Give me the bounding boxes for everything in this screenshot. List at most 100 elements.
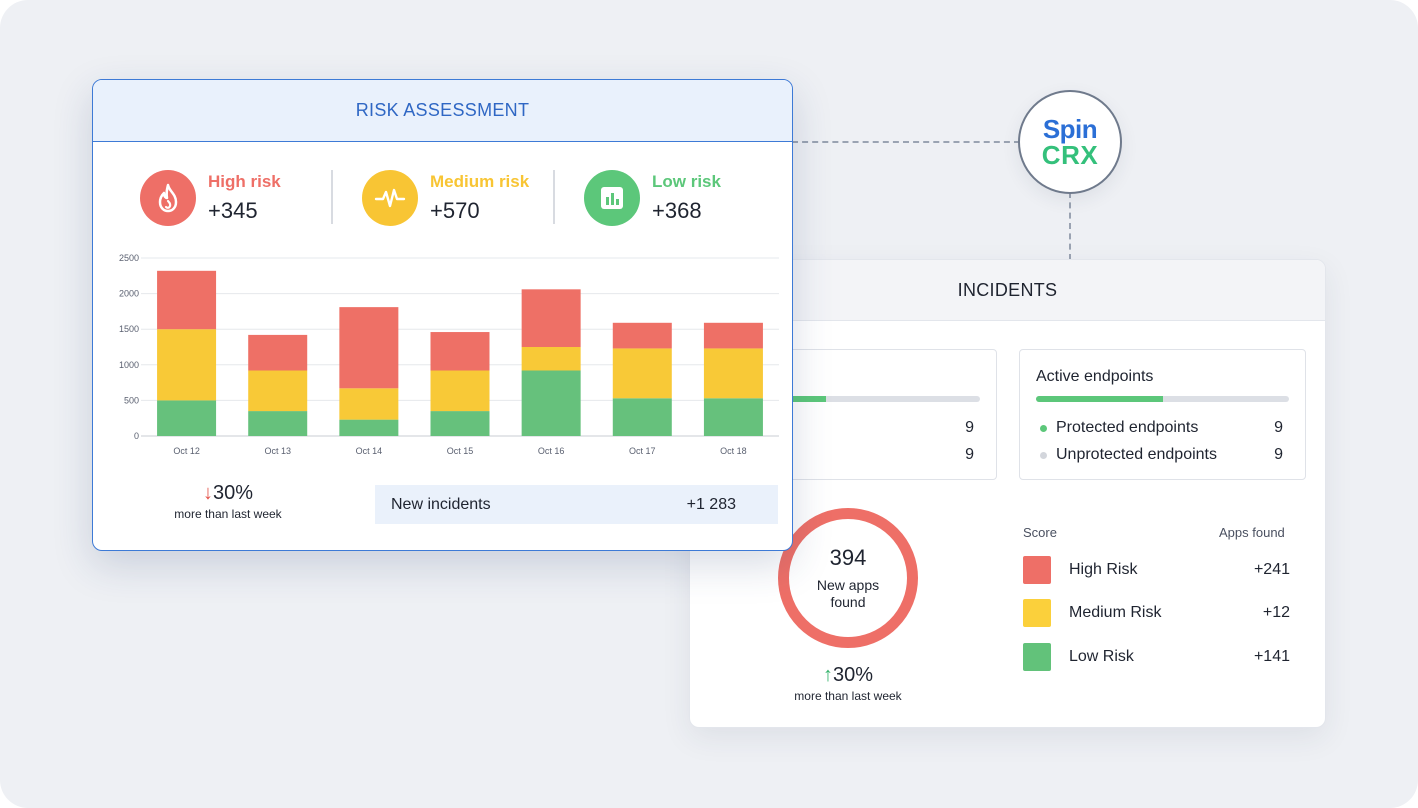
- low-risk-stat[interactable]: Low risk +368: [584, 169, 721, 227]
- new-incidents-bar[interactable]: New incidents +1 283: [375, 485, 778, 524]
- x-tick-label: Oct 12: [173, 446, 200, 456]
- high-risk-label: High Risk: [1069, 561, 1138, 578]
- spincrx-logo: Spin CRX: [1018, 90, 1122, 194]
- pulse-icon: [362, 170, 418, 226]
- medium-risk-value: +12: [1262, 604, 1290, 621]
- medium-risk-swatch: [1023, 599, 1051, 627]
- bar-segment: [703, 398, 763, 436]
- low-risk-value: +141: [1253, 648, 1290, 665]
- x-tick-label: Oct 15: [447, 446, 474, 456]
- stat-divider: [331, 170, 333, 224]
- x-tick-label: Oct 17: [629, 446, 656, 456]
- bar-segment: [157, 400, 217, 436]
- risk-trend-percent: 30%: [212, 482, 254, 504]
- new-apps-number: 394: [829, 545, 867, 570]
- risk-trend: ↓30% more than last week: [153, 482, 303, 521]
- high-risk-stat[interactable]: High risk +345: [140, 169, 281, 227]
- incidents-header: INCIDENTS: [690, 260, 1325, 321]
- bar-segment: [612, 398, 672, 436]
- risk-assessment-header: RISK ASSESSMENT: [93, 80, 792, 142]
- protected-endpoints-row: Protected endpoints 9: [1040, 417, 1283, 439]
- endpoints-progress-track: [1036, 396, 1289, 402]
- bar-segment: [248, 334, 308, 371]
- arrow-up-icon: ↑: [822, 664, 833, 686]
- high-risk-value: +241: [1253, 561, 1290, 578]
- bar-chart-icon: [584, 170, 640, 226]
- incidents-title: INCIDENTS: [957, 279, 1058, 300]
- y-tick-label: 0: [134, 431, 139, 441]
- new-incidents-label: New incidents: [391, 495, 491, 513]
- bar-segment: [339, 419, 399, 436]
- y-tick-label: 1000: [119, 360, 139, 370]
- bar-segment: [248, 370, 308, 412]
- bar-segment: [157, 270, 217, 330]
- unprotected-endpoints-value: 9: [1274, 446, 1283, 463]
- risk-assessment-card: RISK ASSESSMENT High risk +345: [92, 79, 793, 551]
- y-tick-label: 2500: [119, 253, 139, 263]
- low-risk-swatch: [1023, 643, 1051, 671]
- x-tick-label: Oct 18: [720, 446, 747, 456]
- risk-bar-chart: 0 500 1000 1500 2000 2500 Oct 12 Oct 13 Oct 14 Oc…: [119, 253, 779, 456]
- bar-segment: [703, 348, 763, 399]
- risk-assessment-title: RISK ASSESSMENT: [355, 100, 530, 120]
- score-header: Score: [1023, 525, 1057, 540]
- score-row-high: High Risk +241: [1023, 556, 1290, 584]
- bar-segment: [248, 411, 308, 436]
- x-tick-label: Oct 13: [264, 446, 291, 456]
- fire-icon: [140, 170, 196, 226]
- apps-found-header: Apps found: [1219, 525, 1285, 540]
- bar-segment: [430, 411, 490, 436]
- medium-risk-label: Medium Risk: [1069, 604, 1162, 621]
- bar-segment: [157, 329, 217, 401]
- unprotected-endpoints-label: Unprotected endpoints: [1056, 446, 1217, 463]
- bar-segment: [339, 388, 399, 420]
- unprotected-dot-icon: [1040, 451, 1047, 459]
- protected-endpoints-value: 9: [1274, 419, 1283, 436]
- bar-segment: [430, 370, 490, 412]
- x-tick-label: Oct 16: [538, 446, 565, 456]
- high-risk-value: +345: [208, 198, 258, 223]
- bar-segment: [521, 289, 581, 347]
- bar-segment: [703, 322, 763, 349]
- bar-segment: [521, 347, 581, 371]
- apps-trend-caption: more than last week: [794, 689, 902, 703]
- low-risk-label: Low risk: [652, 172, 721, 191]
- bar-segment: [521, 370, 581, 436]
- low-risk-label: Low Risk: [1069, 648, 1134, 665]
- low-risk-value: +368: [652, 198, 702, 223]
- connector-line-horizontal: [792, 141, 1020, 143]
- high-risk-swatch: [1023, 556, 1051, 584]
- bar-segment: [339, 307, 399, 389]
- logo-spin-text: Spin: [1042, 114, 1098, 144]
- medium-risk-value: +570: [430, 198, 480, 223]
- active-endpoints-card[interactable]: Active endpoints Protected endpoints 9 U…: [1019, 349, 1306, 480]
- connector-line-vertical: [1069, 192, 1071, 260]
- bar-segment: [430, 332, 490, 371]
- endpoints-card-title: Active endpoints: [1036, 368, 1154, 385]
- arrow-down-icon: ↓: [202, 482, 213, 504]
- bar-segment: [612, 322, 672, 349]
- y-tick-label: 1500: [119, 324, 139, 334]
- apps-trend: ↑30% more than last week: [790, 664, 906, 703]
- apps-trend-percent: 30%: [832, 664, 874, 686]
- y-tick-label: 2000: [119, 289, 139, 299]
- protected-endpoints-label: Protected endpoints: [1056, 419, 1199, 436]
- score-row-low: Low Risk +141: [1023, 643, 1290, 671]
- unprotected-endpoints-row: Unprotected endpoints 9: [1040, 444, 1283, 466]
- x-tick-label: Oct 14: [356, 446, 383, 456]
- new-apps-ring: 394 New apps found: [778, 508, 918, 648]
- score-row-medium: Medium Risk +12: [1023, 599, 1290, 627]
- new-incidents-value: +1 283: [686, 495, 736, 513]
- medium-risk-label: Medium risk: [430, 172, 530, 191]
- protected-users-value: 9: [965, 419, 974, 436]
- protected-dot-icon: [1040, 424, 1047, 432]
- logo-crx-text: CRX: [1041, 140, 1099, 170]
- endpoints-progress-fill: [1036, 396, 1163, 402]
- new-apps-label: New apps found: [816, 577, 880, 610]
- unprotected-users-value: 9: [965, 446, 974, 463]
- bar-segment: [612, 348, 672, 399]
- high-risk-label: High risk: [208, 172, 281, 191]
- medium-risk-stat[interactable]: Medium risk +570: [362, 169, 529, 227]
- y-tick-label: 500: [124, 395, 139, 405]
